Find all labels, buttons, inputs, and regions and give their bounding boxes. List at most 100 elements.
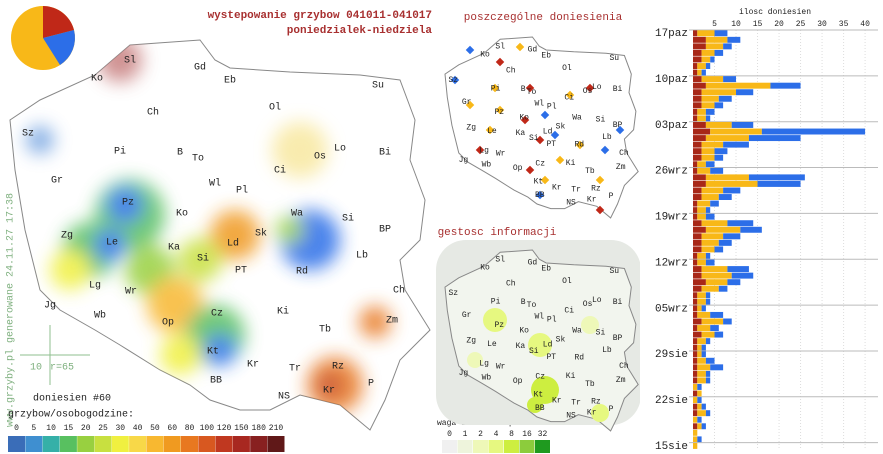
- region-label: BP: [379, 225, 391, 236]
- report-dot: [495, 105, 505, 115]
- legend-swatch: [77, 436, 95, 452]
- region-label: Bi: [379, 147, 391, 159]
- bar-segment: [697, 63, 706, 69]
- density-blob: [483, 308, 507, 332]
- bar-segment: [701, 272, 732, 279]
- y-tick-label: 19wrz: [655, 212, 688, 224]
- region-label: Lo: [334, 144, 346, 155]
- y-tick-label: 17paz: [655, 28, 688, 40]
- bar-segment: [727, 279, 741, 286]
- bar-segment: [701, 69, 706, 76]
- bar-segment: [693, 63, 698, 69]
- region-label: Wb: [482, 161, 492, 170]
- bar-segment: [714, 102, 724, 109]
- bar-segment: [693, 423, 698, 430]
- report-dot: [475, 145, 485, 155]
- legend-label: 10: [46, 424, 56, 433]
- bar-segment: [727, 266, 749, 273]
- region-label: Ld: [543, 127, 553, 136]
- region-label: Ko: [519, 326, 529, 335]
- region-label: NS: [566, 198, 576, 207]
- region-label: Kr: [323, 386, 335, 397]
- bar-segment: [693, 351, 698, 358]
- bar-segment: [693, 344, 698, 351]
- legend-swatch: [198, 436, 216, 452]
- y-tick-label: 12wrz: [655, 257, 688, 269]
- region-label: Ol: [562, 277, 572, 286]
- bar-segment: [705, 207, 711, 214]
- legend-label: 0: [447, 430, 452, 439]
- region-label: Ci: [564, 93, 574, 102]
- region-label: BB: [535, 191, 545, 200]
- region-label: Zg: [61, 231, 73, 242]
- legend-swatch: [163, 436, 181, 452]
- bar-segment: [693, 89, 702, 96]
- region-label: Tb: [585, 380, 595, 389]
- bar-segment: [693, 154, 702, 161]
- bar-segment: [714, 49, 724, 56]
- region-label: Tr: [289, 364, 301, 375]
- region-label: Su: [372, 81, 384, 92]
- x-tick-label: 5: [712, 20, 717, 29]
- scale: [20, 325, 90, 385]
- region-label: Pl: [547, 103, 557, 112]
- legend-title: grzybow/osobogodzine:: [8, 409, 134, 421]
- bar-segment: [723, 141, 749, 148]
- bar-segment: [701, 423, 706, 430]
- bar-segment: [693, 76, 702, 83]
- region-label: B: [177, 148, 183, 159]
- y-tick-label: 03paz: [655, 120, 688, 132]
- bar-segment: [697, 167, 711, 174]
- bar-segment: [693, 82, 706, 89]
- legend-label: 40: [133, 424, 143, 433]
- legend-swatch: [535, 440, 550, 453]
- region-label: Lb: [602, 346, 612, 355]
- heat-blob: [160, 335, 200, 375]
- region-label: Ch: [506, 66, 516, 75]
- region-label: Lg: [479, 360, 489, 369]
- bar-segment: [710, 167, 724, 174]
- chart-bg: [640, 30, 878, 450]
- region-label: Pi: [491, 85, 501, 94]
- bar-segment: [710, 325, 719, 331]
- region-label: Bi: [613, 85, 623, 94]
- bar-segment: [701, 403, 706, 410]
- density-blob: [527, 397, 543, 413]
- legend-label: 210: [269, 424, 284, 433]
- legend-label: 120: [217, 424, 232, 433]
- bar-segment: [697, 305, 702, 312]
- region-label: Si: [529, 347, 539, 356]
- bar-segment: [714, 30, 728, 37]
- bar-segment: [731, 272, 754, 279]
- legend-label: 32: [538, 430, 548, 439]
- region-label: Gr: [462, 98, 472, 107]
- bar-segment: [693, 115, 698, 122]
- bar-segment: [693, 122, 706, 128]
- bar-segment: [693, 390, 698, 397]
- region-label: Pz: [494, 321, 504, 330]
- region-label: Eb: [541, 52, 551, 61]
- bar-segment: [705, 292, 711, 299]
- heat-blob: [26, 126, 54, 154]
- legend-label: 80: [185, 424, 195, 433]
- bar-segment: [705, 161, 715, 168]
- legend-swatch: [129, 436, 147, 452]
- region-label: Gd: [528, 46, 538, 55]
- region-label: Ch: [619, 362, 629, 371]
- bar-segment: [718, 194, 732, 200]
- bar-segment: [718, 285, 728, 292]
- bar-segment: [705, 226, 741, 233]
- region-label: Os: [583, 300, 593, 309]
- region-label: Pl: [547, 316, 557, 325]
- bar-segment: [697, 207, 706, 214]
- region-label: Wl: [534, 312, 544, 321]
- region-label: Gd: [194, 62, 206, 74]
- region-label: Op: [513, 164, 523, 173]
- y-tick-label: 26wrz: [655, 166, 688, 178]
- region-label: Pl: [236, 185, 248, 197]
- bar-segment: [693, 331, 702, 338]
- bar-segment: [693, 338, 698, 345]
- region-label: Kt: [534, 177, 544, 186]
- region-label: Ci: [564, 306, 574, 315]
- bar-segment: [723, 187, 741, 194]
